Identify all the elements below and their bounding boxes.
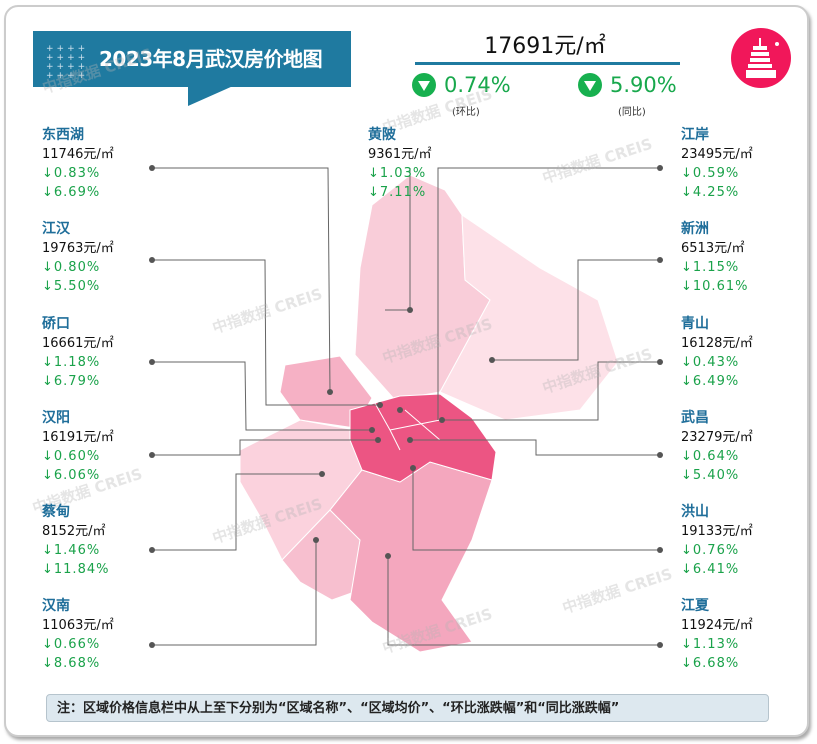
- district-name: 汉南: [42, 598, 70, 614]
- district-mom-change: ↓0.64%: [681, 449, 740, 464]
- district-yoy-change: ↓6.79%: [42, 374, 101, 389]
- district-name: 汉阳: [42, 410, 70, 426]
- district-mom-change: ↓0.83%: [42, 166, 101, 181]
- city-average-price: 17691元/㎡: [484, 34, 606, 59]
- district-info-block: 蔡甸 8152元/㎡ ↓1.46% ↓11.84%: [42, 503, 109, 579]
- footnote: 注：区域价格信息栏中从上至下分别为“区域名称”、“区域均价”、“环比涨跌幅”和“…: [46, 694, 769, 722]
- mom-value: 0.74%: [444, 73, 511, 97]
- district-info-block: 硚口 16661元/㎡ ↓1.18% ↓6.79%: [42, 315, 114, 391]
- district-yoy-change: ↓6.06%: [42, 468, 101, 483]
- district-name: 黄陂: [368, 127, 396, 143]
- mom-label: (环比): [452, 107, 480, 118]
- district-price: 11063元/㎡: [42, 618, 114, 633]
- yoy-change: 5.90%: [578, 73, 677, 97]
- district-name: 江岸: [681, 127, 709, 143]
- district-mom-change: ↓0.43%: [681, 355, 740, 370]
- district-name: 洪山: [681, 504, 709, 520]
- yoy-label: (同比): [618, 107, 646, 118]
- mom-change: 0.74%: [412, 73, 511, 97]
- down-arrow-icon: [578, 73, 602, 97]
- district-info-block: 江岸 23495元/㎡ ↓0.59% ↓4.25%: [681, 126, 753, 202]
- district-info-block: 新洲 6513元/㎡ ↓1.15% ↓10.61%: [681, 220, 748, 296]
- district-price: 11746元/㎡: [42, 147, 114, 162]
- district-name: 硚口: [42, 316, 70, 332]
- district-price: 19763元/㎡: [42, 241, 114, 256]
- district-info-block: 黄陂 9361元/㎡ ↓1.03% ↓7.11%: [368, 126, 431, 202]
- yoy-value: 5.90%: [610, 73, 677, 97]
- divider: [415, 62, 680, 65]
- district-mom-change: ↓1.46%: [42, 543, 101, 558]
- district-mom-change: ↓1.03%: [368, 166, 427, 181]
- district-yoy-change: ↓5.50%: [42, 279, 101, 294]
- district-mom-change: ↓0.59%: [681, 166, 740, 181]
- district-yoy-change: ↓10.61%: [681, 279, 749, 294]
- district-name: 江汉: [42, 221, 70, 237]
- district-price: 16661元/㎡: [42, 336, 114, 351]
- down-arrow-icon: [412, 73, 436, 97]
- district-info-block: 汉阳 16191元/㎡ ↓0.60% ↓6.06%: [42, 409, 114, 485]
- district-name: 新洲: [681, 221, 709, 237]
- district-yoy-change: ↓5.40%: [681, 468, 740, 483]
- district-info-block: 江夏 11924元/㎡ ↓1.13% ↓6.68%: [681, 597, 753, 673]
- district-info-block: 江汉 19763元/㎡ ↓0.80% ↓5.50%: [42, 220, 114, 296]
- map-region-central: [349, 393, 497, 483]
- district-yoy-change: ↓6.69%: [42, 185, 101, 200]
- district-mom-change: ↓0.66%: [42, 637, 101, 652]
- district-info-block: 汉南 11063元/㎡ ↓0.66% ↓8.68%: [42, 597, 114, 673]
- yellow-crane-tower-logo: [731, 28, 791, 88]
- district-mom-change: ↓0.76%: [681, 543, 740, 558]
- district-yoy-change: ↓6.68%: [681, 656, 740, 671]
- district-yoy-change: ↓6.49%: [681, 374, 740, 389]
- district-name: 东西湖: [42, 127, 84, 143]
- district-info-block: 东西湖 11746元/㎡ ↓0.83% ↓6.69%: [42, 126, 114, 202]
- title-tail: [188, 86, 233, 106]
- district-mom-change: ↓1.15%: [681, 260, 740, 275]
- district-price: 11924元/㎡: [681, 618, 753, 633]
- plus-pattern-icon: ++++ ++++ ++++ ++++: [46, 44, 89, 81]
- district-info-block: 武昌 23279元/㎡ ↓0.64% ↓5.40%: [681, 409, 753, 485]
- district-price: 16128元/㎡: [681, 336, 753, 351]
- district-yoy-change: ↓11.84%: [42, 562, 110, 577]
- leader-lines: [152, 167, 660, 646]
- district-name: 青山: [681, 316, 709, 332]
- district-price: 8152元/㎡: [42, 524, 106, 539]
- district-name: 蔡甸: [42, 504, 70, 520]
- district-mom-change: ↓0.80%: [42, 260, 101, 275]
- district-price: 9361元/㎡: [368, 147, 432, 162]
- district-yoy-change: ↓8.68%: [42, 656, 101, 671]
- page-title: 2023年8月武汉房价地图: [33, 31, 351, 87]
- district-price: 23495元/㎡: [681, 147, 753, 162]
- district-yoy-change: ↓6.41%: [681, 562, 740, 577]
- district-mom-change: ↓1.18%: [42, 355, 101, 370]
- district-price: 23279元/㎡: [681, 430, 753, 445]
- district-name: 江夏: [681, 598, 709, 614]
- district-mom-change: ↓0.60%: [42, 449, 101, 464]
- district-mom-change: ↓1.13%: [681, 637, 740, 652]
- district-yoy-change: ↓7.11%: [368, 185, 427, 200]
- district-price: 6513元/㎡: [681, 241, 745, 256]
- district-price: 19133元/㎡: [681, 524, 753, 539]
- district-name: 武昌: [681, 410, 709, 426]
- district-info-block: 青山 16128元/㎡ ↓0.43% ↓6.49%: [681, 315, 753, 391]
- district-info-block: 洪山 19133元/㎡ ↓0.76% ↓6.41%: [681, 503, 753, 579]
- district-yoy-change: ↓4.25%: [681, 185, 740, 200]
- district-price: 16191元/㎡: [42, 430, 114, 445]
